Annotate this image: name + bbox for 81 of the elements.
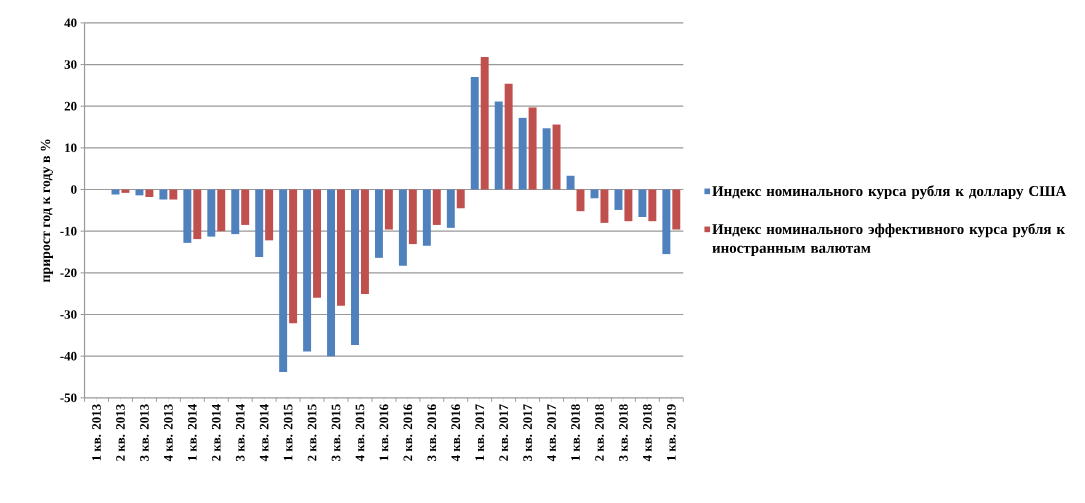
bar	[504, 83, 513, 190]
bar	[217, 189, 226, 232]
y-tick-label: -40	[60, 351, 77, 361]
legend-label: Индекс номинального эффективного курса рубля к иностранным валютам	[712, 223, 1065, 256]
x-tick-label: 3 кв. 2014	[235, 404, 245, 461]
bar	[456, 189, 465, 209]
bar	[360, 189, 369, 294]
x-tick-label: 2 кв. 2013	[116, 404, 125, 461]
bar	[518, 117, 527, 190]
x-tick-label: 2 кв. 2018	[595, 404, 604, 461]
bar	[398, 189, 407, 266]
x-tick-label: 1 кв. 2018	[571, 404, 580, 461]
bar	[528, 107, 537, 190]
bar	[566, 175, 575, 190]
x-tick-label: 2 кв. 2016	[403, 404, 413, 461]
x-tick-label: 2 кв. 2014	[211, 404, 221, 461]
bar	[374, 189, 383, 258]
bar	[255, 189, 264, 257]
bar	[470, 76, 479, 190]
x-tick-label: 1 кв. 2017	[475, 404, 485, 461]
y-tick-label: 20	[64, 101, 77, 111]
y-tick-label: 0	[71, 185, 77, 194]
bar	[542, 128, 551, 190]
bar	[265, 189, 274, 241]
x-tick-label: 2 кв. 2015	[307, 404, 317, 461]
y-tick-label: 30	[64, 60, 77, 69]
bar	[289, 189, 298, 324]
x-tick-label: 3 кв. 2015	[331, 404, 341, 461]
x-tick-label: 1 кв. 2019	[666, 404, 676, 461]
x-tick-label: 3 кв. 2013	[140, 404, 149, 461]
x-tick-label: 4 кв. 2018	[642, 404, 652, 462]
x-tick-label: 3 кв. 2017	[523, 404, 533, 461]
bar	[384, 189, 393, 230]
y-tick-label: -20	[60, 268, 77, 278]
bar	[446, 189, 455, 228]
bar	[303, 189, 312, 352]
y-tick-label: -10	[60, 226, 77, 236]
bar	[169, 189, 178, 200]
bar	[432, 189, 441, 225]
bar	[552, 124, 561, 190]
bar	[494, 101, 503, 190]
bar	[672, 189, 681, 230]
bar	[183, 189, 192, 243]
bar	[231, 189, 240, 234]
y-tick-label: -50	[60, 393, 77, 403]
y-tick-label: 10	[65, 143, 77, 153]
bar	[159, 189, 168, 200]
legend-label: Индекс номинального курса рубля к доллару США	[712, 185, 1067, 200]
bar	[313, 189, 322, 298]
bar	[193, 189, 202, 239]
x-tick-label: 1 кв. 2013	[92, 404, 101, 461]
y-tick-label: -30	[60, 310, 77, 319]
bar	[241, 189, 250, 225]
x-tick-label: 1 кв. 2014	[187, 404, 197, 461]
bar	[408, 189, 417, 244]
y-axis-title: прирост год к году в %	[40, 139, 54, 283]
bar	[600, 189, 609, 223]
x-tick-label: 2 кв. 2017	[499, 404, 509, 461]
bar	[351, 189, 359, 345]
bar	[624, 189, 633, 222]
bar	[614, 189, 623, 210]
bar	[337, 189, 345, 306]
bar	[648, 189, 657, 222]
x-tick-label: 4 кв. 2013	[163, 404, 173, 462]
bar	[327, 189, 336, 357]
x-tick-label: 4 кв. 2016	[451, 404, 461, 462]
x-tick-label: 4 кв. 2014	[259, 404, 269, 462]
x-tick-label: 3 кв. 2016	[427, 404, 437, 461]
bar	[662, 189, 671, 254]
bar	[207, 189, 216, 237]
x-tick-label: 4 кв. 2015	[355, 404, 365, 462]
x-tick-label: 3 кв. 2018	[619, 404, 628, 461]
bar	[480, 56, 489, 190]
y-tick-label: 40	[64, 18, 77, 28]
bar	[145, 189, 154, 197]
x-tick-label: 1 кв. 2015	[283, 404, 293, 461]
bar	[638, 189, 647, 217]
bar	[279, 189, 288, 372]
x-tick-label: 4 кв. 2017	[547, 404, 556, 462]
bar	[422, 189, 431, 246]
x-tick-label: 1 кв. 2016	[379, 404, 389, 461]
